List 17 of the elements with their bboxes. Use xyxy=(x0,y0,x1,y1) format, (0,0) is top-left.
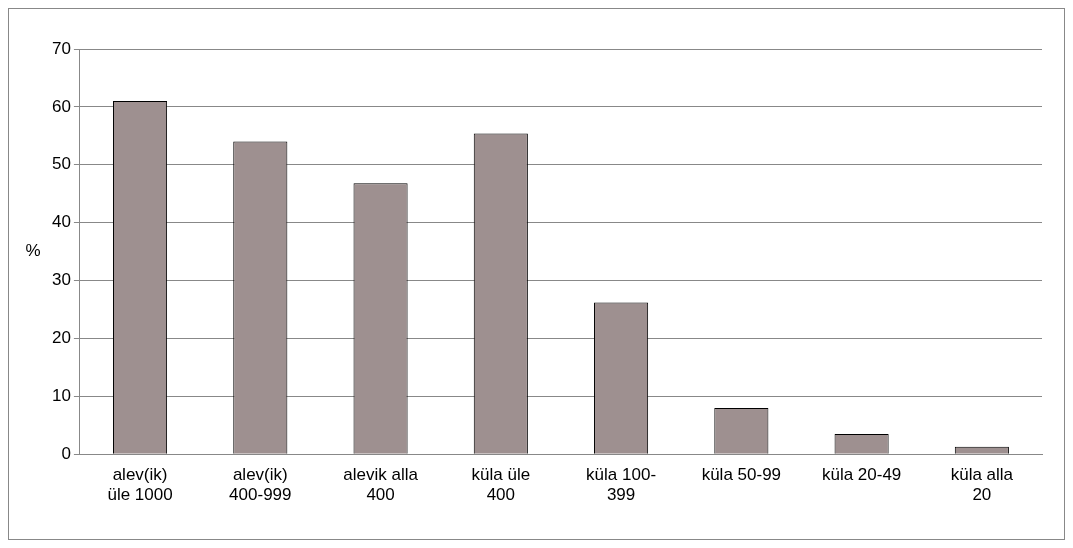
y-tick-label: 40 xyxy=(51,212,71,232)
x-tick-label: alev(ik) 400-999 xyxy=(229,465,292,505)
y-tick-label: 70 xyxy=(51,38,71,58)
y-tick-label: 50 xyxy=(51,154,71,174)
x-tick-label: alevik alla 400 xyxy=(343,465,419,505)
y-tick-label: 30 xyxy=(51,270,71,290)
x-tick-label: küla 50-99 xyxy=(701,465,782,485)
y-tick-label: 60 xyxy=(51,96,71,116)
y-tick-label: 20 xyxy=(51,328,71,348)
y-axis-title: % xyxy=(25,241,41,261)
y-tick-label: 10 xyxy=(51,386,71,405)
x-tick-label: küla 20-49 xyxy=(821,465,902,485)
x-tick-label: küla üle 400 xyxy=(471,465,531,505)
x-tick-label: küla 100-399 xyxy=(586,465,657,505)
x-tick-label: küla alla 20 xyxy=(950,465,1014,505)
y-tick-label: 0 xyxy=(61,443,71,463)
x-tick-label: alev(ik) üle 1000 xyxy=(107,465,173,505)
